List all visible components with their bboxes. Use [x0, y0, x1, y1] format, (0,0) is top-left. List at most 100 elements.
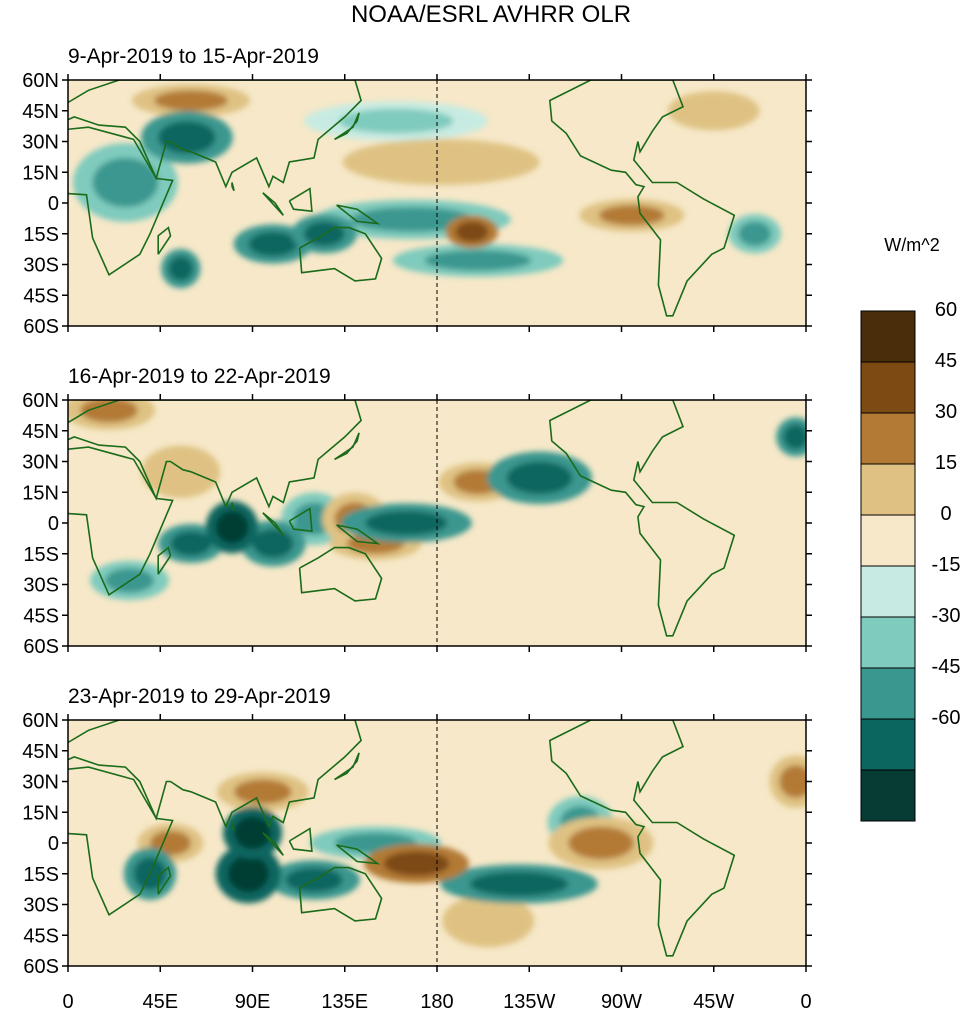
colorbar-swatch [860, 310, 916, 363]
coastline [262, 512, 284, 536]
y-tick-label: 45S [23, 925, 59, 947]
y-tick-label: 30S [23, 895, 59, 917]
coastline [262, 832, 284, 856]
coastline [157, 226, 172, 255]
y-tick-label: 45N [22, 741, 59, 763]
y-tick-label: 15N [22, 482, 59, 504]
anomaly-cell [783, 424, 806, 450]
panel-3-coastlines [68, 720, 736, 957]
y-tick-label: 30S [23, 575, 59, 597]
y-tick-label: 15S [23, 544, 59, 566]
panel-2: 16-Apr-2019 to 22-Apr-2019 60N 45N 30N 15N 0… [22, 365, 812, 658]
coastline [231, 182, 235, 192]
colorbar-swatch [860, 769, 916, 822]
y-tick-label: 0 [48, 193, 59, 215]
y-tick-label: 15S [23, 224, 59, 246]
anomaly-cell [506, 461, 573, 495]
y-tick-label: 30N [22, 452, 59, 474]
coastline [157, 866, 172, 895]
anomaly-cell [234, 816, 271, 850]
colorbar-label: 30 [935, 401, 957, 423]
panel-3-y-axis: 60N 45N 30N 15N 0 15S 30S 45S 60S [22, 710, 812, 978]
y-tick-label: 15N [22, 802, 59, 824]
coastline [68, 80, 363, 189]
anomaly-cell [338, 108, 454, 134]
coastline [334, 432, 360, 461]
coastline [298, 866, 383, 922]
coastline [157, 546, 172, 575]
coastline [68, 126, 174, 276]
coastline [288, 507, 313, 533]
y-tick-label: 45N [22, 421, 59, 443]
anomaly-cell [685, 98, 743, 124]
x-axis: 0 45E 90E 135E 180 135W 90W 45W 0 [62, 991, 811, 1013]
anomaly-cell [80, 400, 138, 423]
panel-1-title: 9-Apr-2019 to 15-Apr-2019 [68, 45, 319, 68]
y-tick-label: 60S [23, 956, 59, 978]
colorbar-label: 60 [935, 299, 957, 321]
coastline [298, 226, 383, 282]
anomaly-cell [154, 90, 228, 111]
colorbar-swatch [860, 616, 916, 669]
anomaly-cell [568, 826, 634, 860]
y-tick-label: 0 [48, 833, 59, 855]
anomaly-cell [248, 231, 298, 257]
anomaly-cell [158, 120, 216, 154]
y-tick-label: 60N [22, 710, 59, 732]
coastline [231, 822, 235, 832]
y-tick-label: 15N [22, 162, 59, 184]
colorbar-swatch [860, 514, 916, 567]
anomaly-cell [469, 871, 569, 897]
figure-title: NOAA/ESRL AVHRR OLR [351, 1, 631, 28]
coastline [68, 720, 363, 829]
colorbar-label: -30 [932, 605, 961, 627]
anomaly-cell [350, 207, 474, 232]
x-tick-label: 180 [420, 991, 453, 1013]
coastline [334, 752, 360, 781]
colorbar-swatch [860, 412, 916, 465]
colorbar-label: 0 [940, 503, 951, 525]
x-tick-label: 45W [693, 991, 734, 1013]
x-tick-label: 135E [321, 991, 368, 1013]
y-tick-label: 0 [48, 513, 59, 535]
colorbar: W/m^2 60 45 30 15 0 -15 -30 -45 -60 [860, 235, 961, 822]
y-tick-label: 60N [22, 70, 59, 92]
coastline [548, 80, 736, 317]
x-tick-label: 135W [503, 991, 555, 1013]
colorbar-swatch [860, 361, 916, 414]
coastline [231, 502, 235, 512]
colorbar-swatch [860, 718, 916, 771]
coastline [68, 446, 174, 596]
colorbar-units: W/m^2 [884, 235, 939, 255]
panel-2-y-axis: 60N 45N 30N 15N 0 15S 30S 45S 60S [22, 390, 812, 658]
panel-2-coastlines [68, 400, 736, 637]
anomaly-cell [424, 250, 532, 271]
coastline [262, 192, 284, 216]
y-tick-label: 60S [23, 636, 59, 658]
coastline [548, 720, 736, 957]
y-tick-label: 60S [23, 316, 59, 338]
anomaly-cell [156, 455, 206, 489]
colorbar-label: 45 [935, 350, 957, 372]
y-tick-label: 45S [23, 285, 59, 307]
colorbar-swatch [860, 565, 916, 618]
panel-1-coastlines [68, 80, 736, 317]
coastline [336, 844, 381, 865]
coastline [288, 827, 313, 853]
x-tick-label: 90E [235, 991, 271, 1013]
x-tick-label: 0 [62, 991, 73, 1013]
y-tick-label: 30N [22, 772, 59, 794]
colorbar-label: -15 [932, 554, 961, 576]
anomaly-cell [455, 221, 489, 242]
colorbar-label: -45 [932, 656, 961, 678]
coastline [298, 546, 383, 602]
colorbar-swatch [860, 667, 916, 720]
y-tick-label: 15S [23, 864, 59, 886]
anomaly-cell [598, 205, 665, 226]
anomaly-cell [365, 510, 448, 536]
panel-1-y-axis: 60N 45N 30N 15N 0 15S 30S 45S 60S [22, 70, 812, 338]
y-tick-label: 45N [22, 101, 59, 123]
anomaly-cell [92, 157, 159, 208]
anomaly-cell [170, 531, 212, 556]
anomaly-cell [779, 765, 806, 798]
